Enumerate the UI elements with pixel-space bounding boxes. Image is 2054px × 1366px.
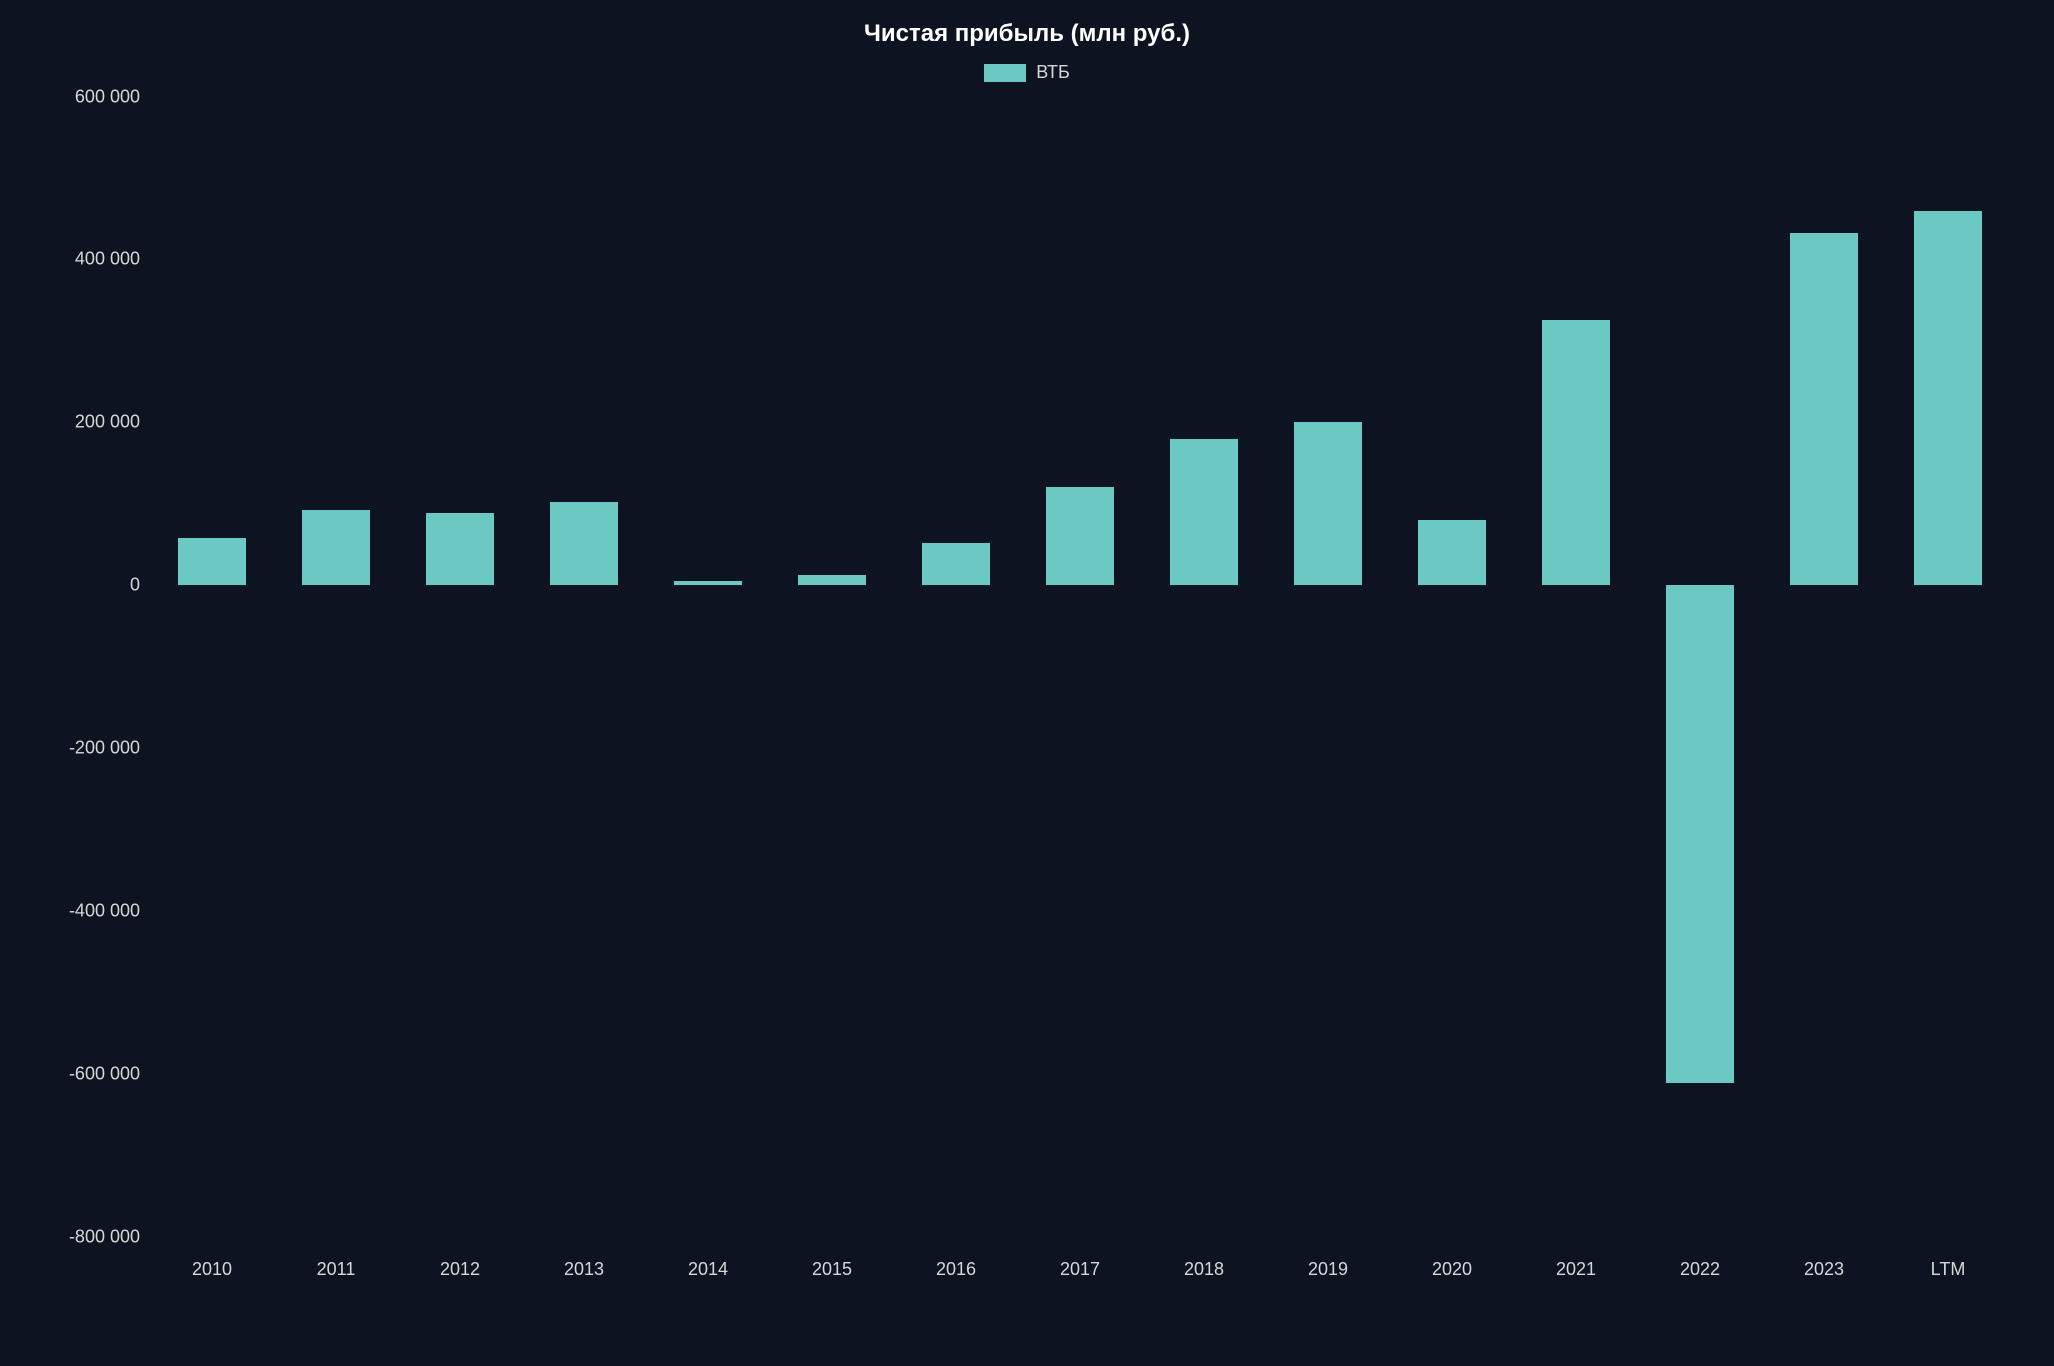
legend-label: ВТБ <box>1036 62 1070 83</box>
x-tick-label: 2019 <box>1308 1259 1348 1280</box>
bar <box>1914 211 1982 586</box>
chart-legend: ВТБ <box>0 62 2054 87</box>
x-tick-label: 2015 <box>812 1259 852 1280</box>
bar <box>798 575 866 585</box>
y-tick-label: -600 000 <box>40 1063 140 1084</box>
y-tick-label: -800 000 <box>40 1226 140 1247</box>
y-tick-label: 0 <box>40 575 140 596</box>
x-tick-label: 2011 <box>317 1259 356 1280</box>
chart-container: Чистая прибыль (млн руб.) ВТБ -800 000-6… <box>0 0 2054 1366</box>
bar <box>674 581 742 585</box>
y-tick-label: -400 000 <box>40 900 140 921</box>
bar <box>302 510 370 585</box>
y-tick-label: 600 000 <box>40 86 140 107</box>
legend-item: ВТБ <box>984 62 1070 83</box>
y-tick-label: 400 000 <box>40 249 140 270</box>
plot-area: -800 000-600 000-400 000-200 0000200 000… <box>150 97 2010 1277</box>
legend-swatch <box>984 64 1026 82</box>
x-tick-label: 2013 <box>564 1259 604 1280</box>
bar <box>1170 439 1238 586</box>
bar <box>1418 520 1486 585</box>
bar <box>426 513 494 585</box>
x-tick-label: 2012 <box>440 1259 480 1280</box>
x-tick-label: LTM <box>1931 1259 1966 1280</box>
bar <box>922 543 990 585</box>
bar <box>550 502 618 585</box>
x-tick-label: 2017 <box>1060 1259 1100 1280</box>
x-tick-label: 2023 <box>1804 1259 1844 1280</box>
x-tick-label: 2020 <box>1432 1259 1472 1280</box>
bar <box>1046 487 1114 585</box>
bar <box>1542 320 1610 585</box>
bar <box>178 538 246 585</box>
chart-title: Чистая прибыль (млн руб.) <box>0 20 2054 48</box>
x-tick-label: 2010 <box>192 1259 232 1280</box>
x-tick-label: 2021 <box>1556 1259 1596 1280</box>
y-tick-label: -200 000 <box>40 737 140 758</box>
bar <box>1790 233 1858 585</box>
x-tick-label: 2014 <box>688 1259 728 1280</box>
bar <box>1294 422 1362 585</box>
x-tick-label: 2018 <box>1184 1259 1224 1280</box>
x-tick-label: 2016 <box>936 1259 976 1280</box>
bar <box>1666 585 1734 1083</box>
y-tick-label: 200 000 <box>40 412 140 433</box>
x-tick-label: 2022 <box>1680 1259 1720 1280</box>
